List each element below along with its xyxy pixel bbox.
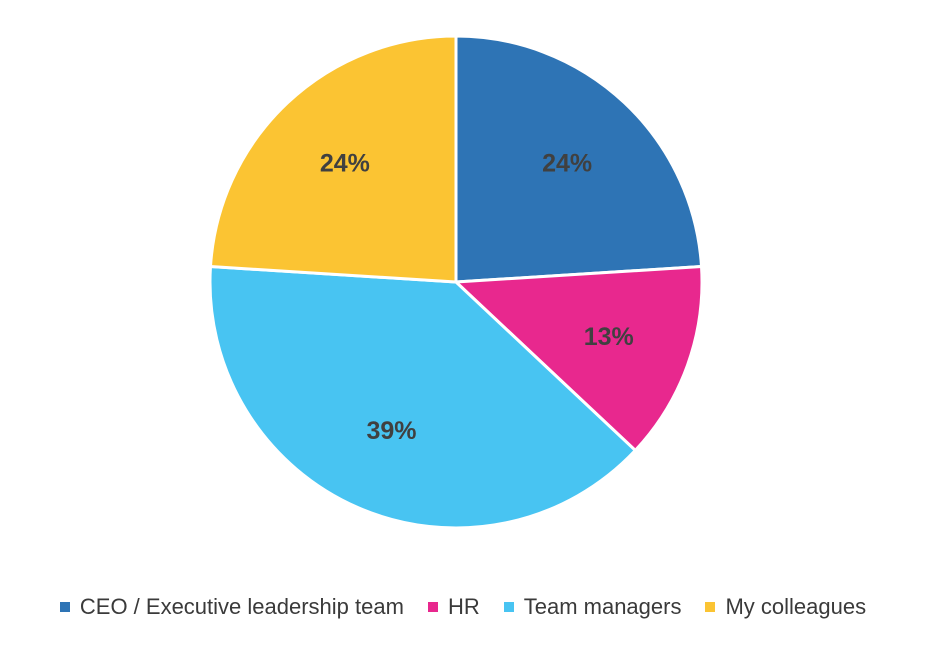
legend-label-team-managers: Team managers [523,594,682,619]
pie-slice-my-colleagues [208,34,458,284]
legend-label-ceo: CEO / Executive leadership team [79,594,404,619]
legend-swatch-ceo [59,602,70,612]
legend-item-my-colleagues: My colleagues [705,594,866,620]
data-label-my-colleagues: 24% [320,150,370,178]
pie-chart: 24% 13% 39% 24% [208,34,704,530]
legend-swatch-hr [427,602,438,612]
pie-slice-hr [454,265,704,452]
legend-item-ceo: CEO / Executive leadership team [59,594,404,620]
chart-legend: CEO / Executive leadership team HR Team … [0,594,926,620]
legend-item-hr: HR [427,594,480,620]
data-label-ceo: 24% [542,150,592,178]
pie-data-labels: 24% 13% 39% 24% [320,150,634,445]
legend-item-team-managers: Team managers [503,594,682,620]
legend-swatch-my-colleagues [705,602,716,612]
data-label-hr: 13% [584,323,634,351]
pie-slices [208,34,704,530]
pie-slice-ceo [454,34,704,284]
legend-swatch-team-managers [503,602,514,612]
legend-label-hr: HR [447,594,480,619]
data-label-team-managers: 39% [366,417,416,445]
pie-slice-team-managers [208,265,637,530]
legend-label-my-colleagues: My colleagues [725,594,867,619]
